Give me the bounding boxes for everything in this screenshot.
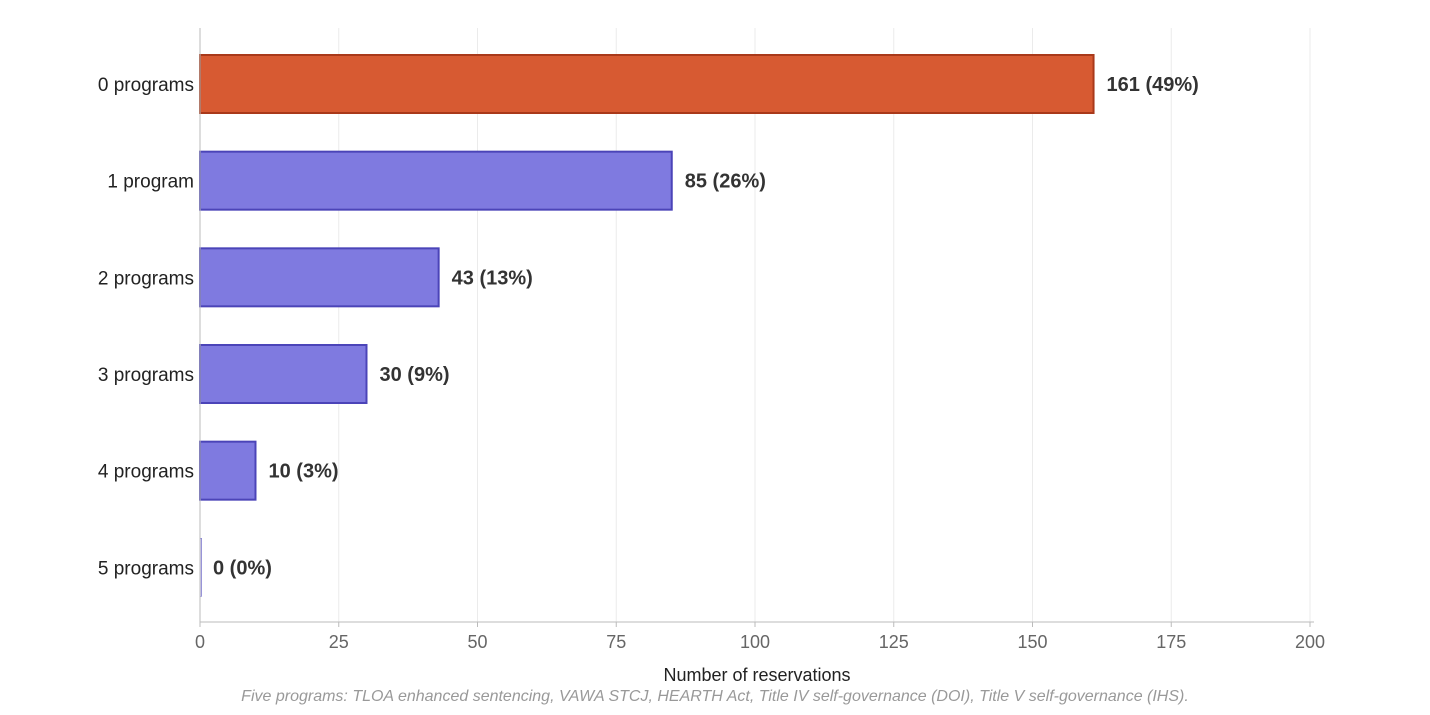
category-label: 3 programs [98,365,194,386]
bar [199,440,257,501]
chart-footnote: Five programs: TLOA enhanced sentencing,… [241,688,1189,705]
data-label: 10 (3%) [269,461,339,483]
x-tick-label: 75 [606,632,626,652]
x-tick-label: 200 [1295,632,1325,652]
x-tick-label: 175 [1156,632,1186,652]
data-label: 43 (13%) [452,267,533,289]
category-label: 4 programs [98,462,194,483]
category-label: 5 programs [98,558,194,579]
x-tick-label: 100 [740,632,770,652]
x-tick-labels: 0 25 50 75 100 125 150 175 200 [195,622,1325,652]
x-tick-label: 125 [879,632,909,652]
category-labels: 0 programs 1 program 2 programs 3 programs 4… [98,75,194,579]
category-label: 1 program [107,172,194,193]
category-label: 2 programs [98,268,194,289]
data-label: 161 (49%) [1107,74,1199,96]
x-axis-title: Number of reservations [663,665,850,685]
data-label: 0 (0%) [213,557,272,579]
category-label: 0 programs [98,75,194,96]
bars [199,54,1095,597]
bar [199,150,673,211]
x-tick-label: 150 [1017,632,1047,652]
bar [199,54,1095,114]
x-tick-label: 25 [329,632,349,652]
x-tick-label: 50 [467,632,487,652]
bar [199,247,440,308]
grid-lines [338,28,1311,622]
data-labels: 161 (49%) 85 (26%) 43 (13%) 30 (9%) 10 (3%) 0… [213,74,1199,579]
x-tick-label: 0 [195,632,205,652]
data-label: 30 (9%) [380,364,450,386]
bar [199,344,368,404]
data-label: 85 (26%) [685,171,766,193]
x-axis [199,28,1314,623]
